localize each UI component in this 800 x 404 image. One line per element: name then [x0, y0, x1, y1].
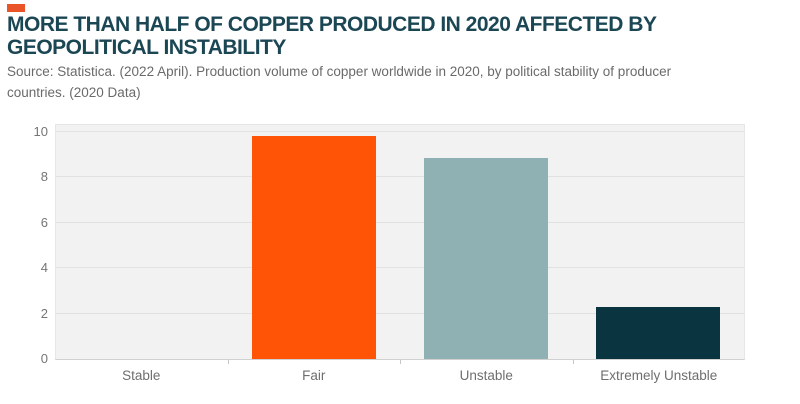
bar-extremely-unstable	[596, 306, 720, 359]
page-title: MORE THAN HALF OF COPPER PRODUCED IN 202…	[7, 13, 657, 59]
x-label-unstable: Unstable	[459, 368, 513, 383]
x-axis-tick	[400, 360, 401, 364]
gridline	[56, 176, 744, 178]
y-tick-label: 6	[40, 214, 48, 230]
y-tick-label: 10	[33, 123, 48, 139]
gridline	[56, 221, 744, 223]
bar-slot-unstable	[400, 125, 572, 359]
y-tick-label: 2	[40, 305, 48, 321]
plot-area	[55, 124, 745, 360]
x-label-extremely-unstable: Extremely Unstable	[600, 368, 718, 383]
gridline	[56, 130, 744, 132]
bar-chart: 0 2 4 6 8 10 Stable Fair Unstable Extremely U…	[0, 124, 800, 394]
x-label-fair: Fair	[302, 368, 326, 383]
x-axis: Stable Fair Unstable Extremely Unstable	[55, 368, 745, 383]
bar-series	[56, 125, 744, 359]
gridline	[56, 267, 744, 269]
y-tick-label: 0	[40, 351, 48, 366]
bar-slot-stable	[56, 125, 228, 359]
y-tick-label: 8	[40, 169, 48, 185]
bar-fair	[252, 136, 376, 359]
x-axis-tick	[227, 360, 229, 364]
y-tick-label: 4	[40, 260, 48, 276]
x-axis-tick	[572, 360, 574, 364]
bar-unstable	[424, 157, 548, 359]
x-label-stable: Stable	[122, 368, 161, 383]
bar-slot-fair	[228, 125, 400, 359]
bar-slot-extremely-unstable	[572, 125, 744, 359]
source-citation: Source: Statistica. (2022 April). Produc…	[7, 64, 672, 100]
y-axis: 0 2 4 6 8 10	[0, 123, 48, 366]
accent-mark	[7, 4, 25, 12]
gridline	[56, 312, 744, 314]
